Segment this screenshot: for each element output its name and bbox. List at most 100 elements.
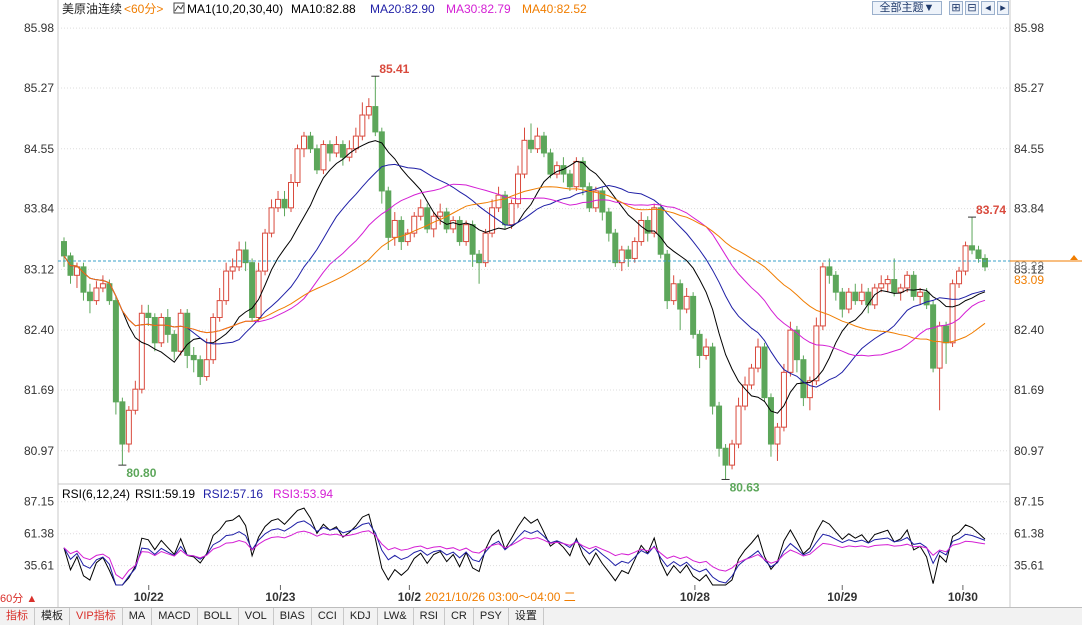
rsi3-value: RSI3:53.94: [273, 487, 333, 501]
candle-body: [268, 207, 275, 234]
toolbar-tab-7[interactable]: BIAS: [274, 608, 312, 625]
y-tick-label-left: 84.55: [24, 142, 54, 156]
y-tick-label-right: 81.69: [1014, 383, 1044, 397]
candle-body: [690, 295, 697, 335]
extreme-label: 83.74: [976, 203, 1006, 217]
candle-body: [839, 291, 846, 310]
candle-body: [949, 283, 956, 344]
candle-body: [943, 325, 950, 344]
rsi-tick-label-right: 87.15: [1014, 495, 1044, 509]
rsi-line-rsi2: [63, 520, 986, 586]
candle-body: [703, 346, 710, 356]
candle-body: [119, 401, 126, 445]
candle-body: [709, 346, 716, 407]
candle-body: [443, 211, 450, 230]
candle-body: [515, 173, 522, 205]
candle-body: [579, 160, 586, 188]
candle-body: [982, 257, 988, 268]
candle-body: [158, 316, 165, 344]
candle-body: [424, 207, 431, 230]
price-axis-right: 85.98 85.27 84.55 83.84 83.12 82.40 81.69 80.97: [1014, 21, 1044, 458]
main-legend: 美原油连续 <60分> MA1(10,20,30,40) MA10:82.88 …: [62, 1, 587, 16]
rsi-tick-label-right: 35.61: [1014, 559, 1044, 573]
candle-body: [177, 312, 184, 352]
symbol-name[interactable]: 美原油连续: [62, 1, 122, 16]
indicator-icon[interactable]: [173, 2, 185, 14]
candle-body: [612, 232, 619, 264]
candle-body: [761, 346, 768, 399]
candle-body: [320, 144, 327, 171]
zoom-out-icon[interactable]: ⊟: [965, 1, 979, 15]
ma-label[interactable]: MA1(10,20,30,40): [187, 2, 283, 16]
toolbar-tab-13[interactable]: PSY: [474, 608, 509, 625]
period-indicator[interactable]: 60分 ▲: [0, 593, 38, 605]
candle-body: [832, 274, 839, 293]
candle-body: [917, 291, 924, 297]
rsi-legend: RSI(6,12,24) RSI1:59.19 RSI2:57.16 RSI3:…: [62, 487, 333, 501]
y-tick-label-right: 83.12: [1014, 262, 1044, 276]
toolbar-tab-9[interactable]: KDJ: [344, 608, 378, 625]
y-tick-label-right: 80.97: [1014, 444, 1044, 458]
theme-dropdown-button[interactable]: 全部主题▼: [872, 1, 942, 15]
y-tick-label-left: 85.27: [24, 81, 54, 95]
toolbar-tab-3[interactable]: MA: [123, 608, 153, 625]
time-axis: 10/22 10/23 10/2 10/28 10/29 10/30: [134, 585, 978, 604]
extreme-label: 80.80: [126, 466, 156, 480]
candle-body: [735, 405, 742, 445]
candle-body: [99, 283, 106, 289]
toolbar-tab-4[interactable]: MACD: [152, 608, 198, 625]
toolbar-tab-10[interactable]: LW&: [378, 608, 414, 625]
candle-body: [884, 279, 891, 285]
candle-body: [463, 224, 470, 243]
candle-body: [800, 359, 807, 399]
candle-body: [878, 283, 885, 289]
candle-body: [767, 397, 774, 445]
candle-body: [385, 190, 392, 238]
candle-body: [378, 131, 385, 192]
candle-body: [521, 139, 528, 175]
candle-body: [482, 232, 489, 264]
candle-body: [197, 359, 204, 378]
scroll-right-icon[interactable]: ▸: [997, 1, 1009, 15]
scroll-left-icon[interactable]: ◂: [981, 1, 995, 15]
period-label[interactable]: <60分>: [124, 2, 163, 16]
toolbar-tab-12[interactable]: CR: [445, 608, 474, 625]
candle-body: [300, 135, 307, 150]
toolbar-tab-14[interactable]: 设置: [509, 608, 544, 625]
candle-body: [664, 253, 671, 302]
toolbar-tab-5[interactable]: BOLL: [198, 608, 239, 625]
crosshair-time-label: 2021/10/26 03:00～04:00 二: [425, 590, 576, 604]
candle-body: [171, 333, 178, 352]
toolbar-tab-1[interactable]: 模板: [35, 608, 70, 625]
candle-body: [625, 249, 632, 259]
price-annotations: 85.41 80.80 80.63 83.74: [118, 62, 1006, 494]
x-tick-label: 10/29: [827, 590, 857, 604]
rsi-label[interactable]: RSI(6,12,24): [62, 487, 130, 501]
candle-body: [527, 139, 534, 150]
candle-body: [923, 291, 930, 306]
candle-body: [683, 295, 690, 310]
candle-body: [774, 426, 781, 445]
toolbar-tab-8[interactable]: CCI: [312, 608, 344, 625]
candle-body: [754, 346, 761, 369]
toolbar-tab-11[interactable]: RSI: [414, 608, 445, 625]
candle-body: [495, 194, 502, 209]
candle-body: [86, 291, 93, 302]
candle-body: [398, 219, 405, 243]
chart-frame: [57, 0, 1011, 607]
toolbar-tab-2[interactable]: VIP指标: [70, 608, 123, 625]
candle-body: [975, 249, 982, 259]
toolbar-tab-0[interactable]: 指标: [0, 608, 35, 625]
candle-body: [826, 266, 833, 276]
candle-body: [956, 270, 963, 285]
zoom-in-icon[interactable]: ⊞: [949, 1, 963, 15]
candle-body: [210, 316, 217, 361]
candle-body: [73, 266, 80, 276]
rsi-line-rsi1: [63, 507, 986, 586]
candle-body: [255, 270, 262, 318]
toolbar-tab-6[interactable]: VOL: [239, 608, 274, 625]
candle-body: [138, 312, 145, 390]
candle-body: [644, 219, 651, 234]
candle-body: [93, 287, 100, 302]
